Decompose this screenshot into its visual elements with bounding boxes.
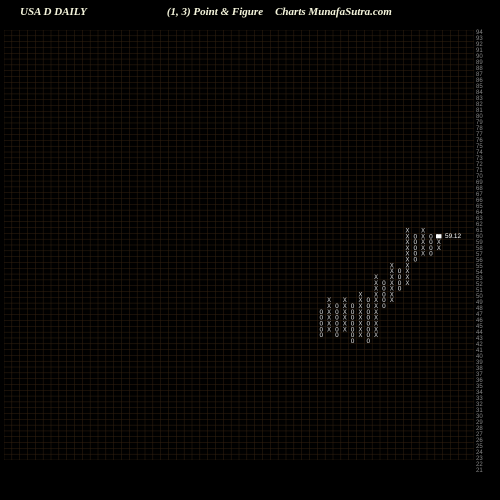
svg-text:X: X <box>437 244 441 252</box>
svg-text:X: X <box>374 331 378 339</box>
svg-text:O: O <box>382 302 386 310</box>
chart-header: USA D DAILY (1, 3) Point & Figure Charts… <box>20 6 480 24</box>
svg-text:O: O <box>319 331 323 339</box>
chart-container: USA D DAILY (1, 3) Point & Figure Charts… <box>0 0 500 500</box>
chart-title: USA D DAILY <box>20 6 87 24</box>
svg-text:O: O <box>351 337 355 345</box>
price-marker <box>436 234 441 238</box>
price-label: 59.12 <box>445 233 461 240</box>
svg-text:X: X <box>405 279 409 287</box>
svg-text:X: X <box>390 296 394 304</box>
y-axis-labels: 9493929190898887868584838281807978777675… <box>476 30 498 460</box>
svg-text:O: O <box>398 285 402 293</box>
svg-text:O: O <box>429 250 433 258</box>
chart-source: Charts MunafaSutra.com <box>275 6 392 24</box>
svg-text:O: O <box>335 331 339 339</box>
svg-text:O: O <box>413 256 417 264</box>
svg-text:O: O <box>366 337 370 345</box>
svg-text:X: X <box>358 331 362 339</box>
chart-subtitle: (1, 3) Point & Figure <box>167 6 263 24</box>
svg-text:X: X <box>421 250 425 258</box>
point-figure-chart: OOOOOXXXXXXOOOOOOXXXXXXOOOOOOOXXXXXXXXOO… <box>4 30 474 460</box>
svg-text:X: X <box>343 325 347 333</box>
chart-svg: OOOOOXXXXXXOOOOOOXXXXXXOOOOOOOXXXXXXXXOO… <box>4 30 474 460</box>
svg-text:X: X <box>327 325 331 333</box>
y-tick-label: 21 <box>476 468 498 474</box>
